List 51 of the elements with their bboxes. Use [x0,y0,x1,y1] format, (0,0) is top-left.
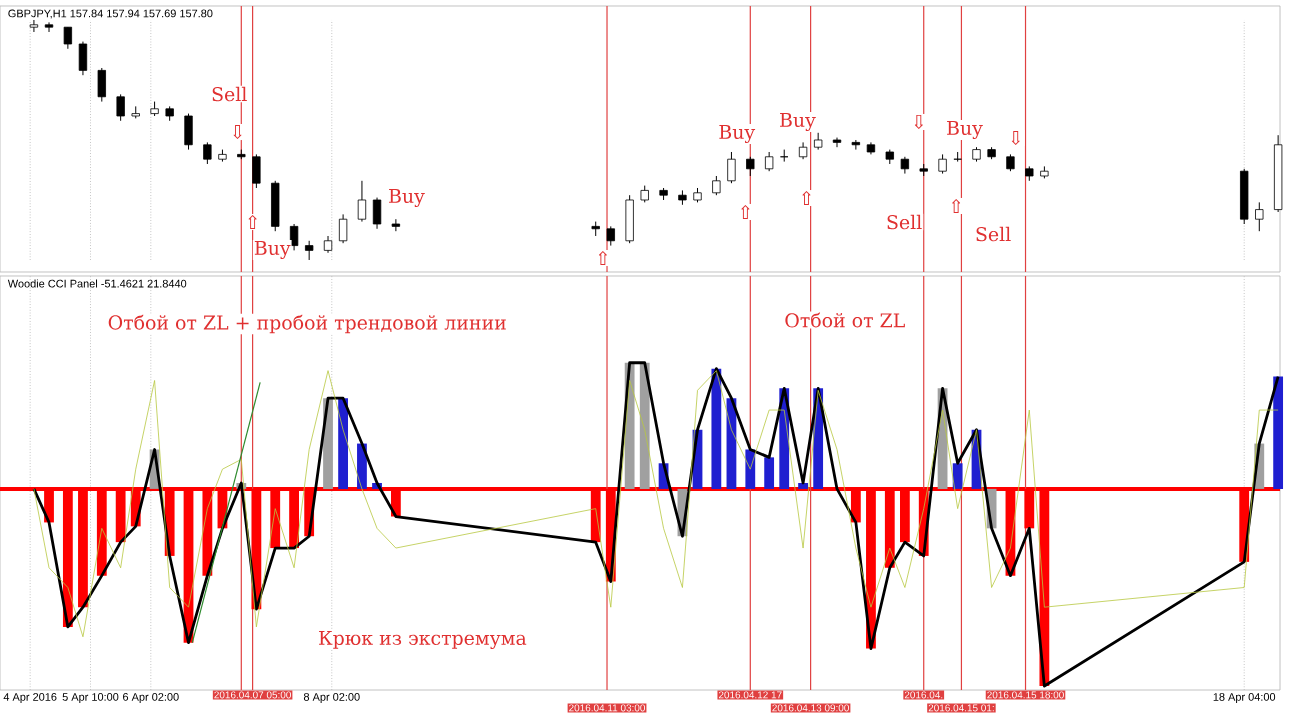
annotation: Sell [887,214,922,230]
bar [1273,376,1284,489]
candlestick [372,197,382,230]
text: Отбой от ZL [785,312,905,328]
bar [764,457,775,489]
candlestick [938,153,947,175]
candlestick [184,113,193,151]
annotation: Buy [254,240,291,259]
annotation: ⇧ [248,214,257,230]
annotation: Buy [947,120,983,139]
annotation: ⇩ [1011,130,1020,146]
annotation: ⇧ [952,198,961,214]
candlestick [625,194,634,244]
candlestick [63,26,73,50]
annotation: ⇧ [599,250,607,266]
candlestick [252,153,261,189]
text: Отбой от ZL + пробой трендовой линии [108,314,506,334]
bar [338,398,348,489]
candlestick [78,41,88,76]
candlestick [391,218,401,232]
annotation: Sell [212,86,247,102]
candlestick [116,93,125,122]
candlestick [1240,168,1249,225]
bar [798,483,808,489]
candlestick [606,225,615,247]
annotation: Крюк из экстремума [319,630,527,650]
annotation: ⇧ [802,190,811,206]
candlestick [338,213,348,244]
bar [711,368,722,489]
annotation: Sell [976,226,1011,242]
bar [952,463,963,489]
candlestick [851,139,861,151]
candlestick [44,21,54,33]
candlestick [357,180,367,223]
candlestick [764,151,774,172]
candlestick [1255,201,1264,232]
candlestick [29,19,39,33]
candlestick [271,180,280,232]
annotation: Buy [780,112,816,132]
annotation: ⇩ [914,114,923,130]
candlestick [203,141,212,165]
candlestick [727,151,736,184]
candlestick [289,223,299,251]
annotation: Buy [719,124,756,144]
annotation: ⇧ [741,204,750,220]
candlestick [712,175,721,196]
annotation: Buy [389,188,425,208]
annotation: ⇩ [233,124,242,140]
candlestick [305,240,314,261]
candlestick [97,67,106,103]
candlestick [746,156,755,177]
